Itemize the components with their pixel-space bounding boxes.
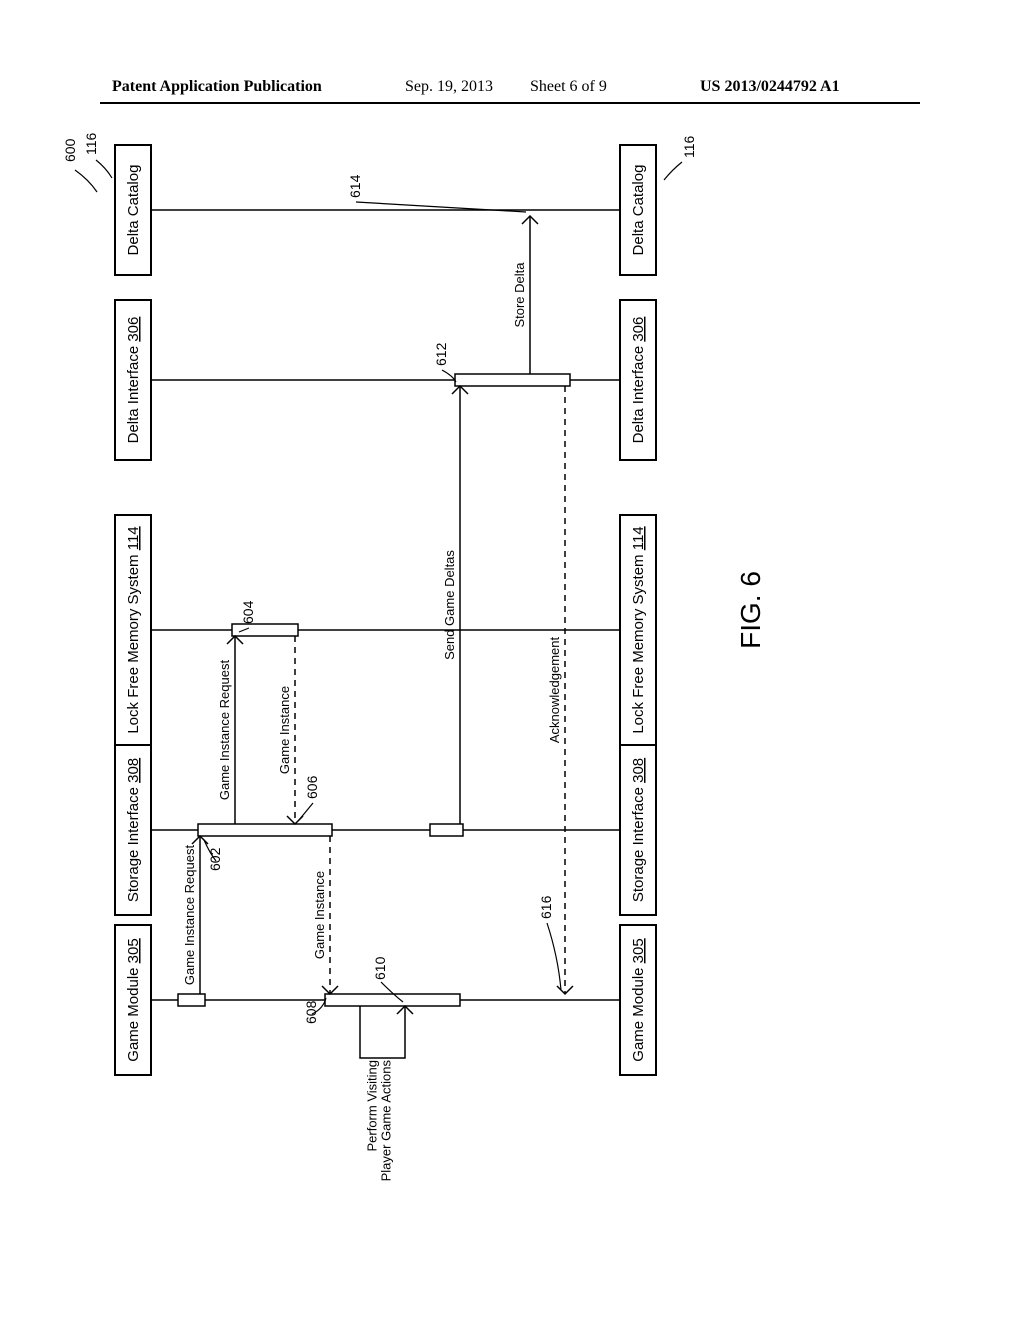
- message-616: Acknowledgement 616: [538, 386, 573, 994]
- self-action: Perform VisitingPlayer Game Actions 610: [360, 956, 413, 1181]
- activation-si-1: [198, 824, 332, 836]
- delta-catalog-bottom-pointer: 116: [664, 135, 697, 180]
- message-602: Game Instance Request602: [182, 836, 223, 994]
- ref-604-label: 604: [240, 600, 256, 624]
- participants-bottom: Game Module 305 Storage Interface 308 Lock…: [620, 145, 656, 1075]
- message-label-608: Game Instance: [312, 871, 327, 959]
- participant-label-lfm: Lock Free Memory System 114: [630, 526, 647, 733]
- ref-614-label: 614: [347, 174, 363, 198]
- ref-606-label: 606: [304, 775, 320, 799]
- activation-lfm-2: [232, 624, 298, 636]
- header-rule: [100, 102, 920, 104]
- sequence-diagram: 600 116 Game Module 305 Storage Interface…: [60, 130, 820, 1090]
- self-action-label-0: Perform Visiting: [365, 1060, 380, 1152]
- ref-600-label: 600: [62, 138, 78, 162]
- message-606: Game Instance 606: [277, 636, 320, 824]
- activation-gm-3: [325, 994, 460, 1006]
- participant-label-di: Delta Interface 306: [125, 317, 142, 444]
- activations: [178, 374, 570, 1006]
- ref-608-label: 608: [303, 1000, 319, 1024]
- ref-616-label: 616: [538, 895, 554, 919]
- message-label-602: Game Instance Request: [182, 845, 197, 986]
- participant-label-gm: Game Module 305: [125, 938, 142, 1061]
- messages: Game Instance Request602Game Instance Re…: [182, 174, 573, 1024]
- ref-610-label: 610: [372, 956, 388, 980]
- figure-container: 600 116 Game Module 305 Storage Interface…: [60, 130, 820, 1090]
- self-action-label-1: Player Game Actions: [379, 1060, 394, 1182]
- participant-label-di: Delta Interface 306: [630, 317, 647, 444]
- participant-label-lfm: Lock Free Memory System 114: [125, 526, 142, 733]
- sheet-number: Sheet 6 of 9: [530, 78, 607, 96]
- figure-caption: FIG. 6: [735, 571, 766, 649]
- participants-top: Game Module 305 Storage Interface 308 Lock…: [115, 145, 151, 1075]
- message-label-614: Store Delta: [512, 262, 527, 328]
- message-label-606: Game Instance: [277, 686, 292, 774]
- ref-116-top-label: 116: [83, 132, 99, 155]
- delta-catalog-top-pointer: 116: [83, 132, 112, 178]
- participant-label-dc: Delta Catalog: [630, 165, 647, 256]
- message-label-604: Game Instance Request: [217, 660, 232, 801]
- message-label-612: Send Game Deltas: [442, 550, 457, 660]
- participant-label-dc: Delta Catalog: [125, 165, 142, 256]
- publication-number: US 2013/0244792 A1: [700, 78, 840, 96]
- participant-label-si: Storage Interface 308: [125, 758, 142, 902]
- activation-gm-0: [178, 994, 205, 1006]
- publication-label: Patent Application Publication: [112, 78, 322, 96]
- participant-label-gm: Game Module 305: [630, 938, 647, 1061]
- ref-612-label: 612: [433, 342, 449, 366]
- activation-di-4: [455, 374, 570, 386]
- publication-date: Sep. 19, 2013: [405, 78, 493, 96]
- lifelines: [151, 210, 620, 1000]
- message-612: Send Game Deltas 612: [433, 342, 468, 824]
- message-label-616: Acknowledgement: [547, 637, 562, 744]
- participant-label-si: Storage Interface 308: [630, 758, 647, 902]
- ref-116-bottom-label: 116: [681, 135, 697, 158]
- activation-si-5: [430, 824, 463, 836]
